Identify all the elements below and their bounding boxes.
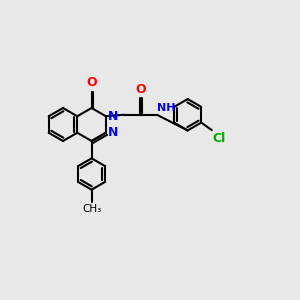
- Text: O: O: [135, 83, 146, 96]
- Text: N: N: [108, 110, 118, 123]
- Text: CH₃: CH₃: [82, 204, 101, 214]
- Text: Cl: Cl: [212, 132, 226, 145]
- Text: O: O: [86, 76, 97, 89]
- Text: NH: NH: [158, 103, 176, 113]
- Text: N: N: [108, 126, 118, 139]
